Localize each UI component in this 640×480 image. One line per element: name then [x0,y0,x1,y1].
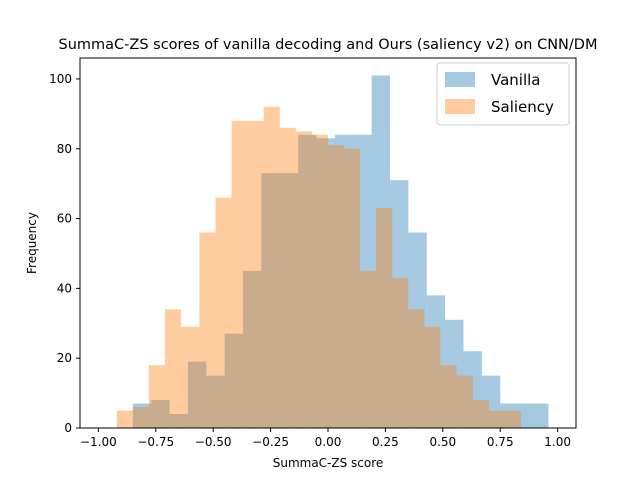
x-tick-label: 1.00 [544,435,571,449]
bar-saliency [295,131,312,429]
legend: Vanilla Saliency [436,62,570,126]
bar-saliency [456,375,473,428]
bar-vanilla [481,375,501,428]
bar-saliency [247,120,264,428]
bar-saliency [263,106,280,429]
bar-saliency [360,270,377,428]
bar-saliency [392,277,409,428]
bar-vanilla [426,295,446,428]
bar-saliency [215,197,232,428]
bar-vanilla [463,351,482,428]
bar-saliency [199,232,216,428]
series-vanilla-bars [132,75,549,429]
y-tick-label: 80 [57,142,72,156]
bar-saliency [408,309,425,428]
x-tick-label: −0.50 [195,435,232,449]
bar-vanilla [132,403,152,428]
bar-vanilla [316,138,335,428]
bar-vanilla [279,173,299,428]
x-tick-label: −1.00 [80,435,117,449]
bar-vanilla [151,400,170,428]
bar-vanilla [390,180,409,428]
bar-saliency [488,410,505,428]
bar-vanilla [187,361,207,428]
bar-vanilla [261,173,280,428]
bar-saliency [148,365,165,428]
bar-vanilla [353,134,372,429]
bar-saliency [504,410,521,428]
bar-vanilla [169,414,188,428]
series-saliency-bars [116,106,521,429]
x-tick-label: −0.75 [137,435,174,449]
y-tick-label: 100 [49,72,72,86]
bar-saliency [231,120,248,428]
bar-saliency [181,326,200,428]
bar-saliency [472,400,489,428]
bar-vanilla [518,403,537,428]
bar-vanilla [298,134,317,429]
bar-vanilla [445,319,464,428]
bar-vanilla [371,75,390,428]
legend-label-vanilla: Vanilla [491,71,541,89]
legend-swatch-vanilla [445,72,475,87]
x-tick-label: −0.25 [252,435,289,449]
bar-saliency [376,208,393,428]
x-axis: −1.00 −0.75 −0.50 −0.25 0.00 0.25 0.50 0.75 1.00 [80,428,571,449]
bar-saliency [311,134,328,429]
bar-saliency [328,145,345,428]
y-tick-label: 60 [57,212,72,226]
bar-vanilla [243,270,262,428]
y-axis-label: Frequency [25,212,39,274]
bar-saliency [344,148,361,428]
x-tick-label: 0.00 [315,435,342,449]
x-axis-label: SummaC-ZS score [273,456,384,470]
y-tick-label: 0 [64,421,72,435]
y-axis: 0 20 40 60 80 100 [49,72,80,435]
bar-vanilla [206,375,225,428]
bar-vanilla [408,232,427,428]
bar-vanilla [224,333,244,428]
legend-box [436,62,570,126]
x-tick-label: 0.25 [372,435,399,449]
y-tick-label: 40 [57,281,72,295]
legend-label-saliency: Saliency [491,98,554,116]
bar-saliency [424,326,441,428]
bar-saliency [116,410,133,428]
y-tick-label: 20 [57,351,72,365]
legend-swatch-saliency [445,99,475,114]
bar-vanilla [536,403,549,428]
bar-vanilla [334,134,354,429]
chart-title: SummaC-ZS scores of vanilla decoding and… [59,37,598,53]
bar-vanilla [500,403,519,428]
bar-saliency [440,365,457,428]
bar-saliency [132,407,149,428]
bar-saliency [164,309,182,428]
bar-saliency [279,127,296,428]
x-tick-label: 0.75 [487,435,514,449]
x-tick-label: 0.50 [429,435,456,449]
